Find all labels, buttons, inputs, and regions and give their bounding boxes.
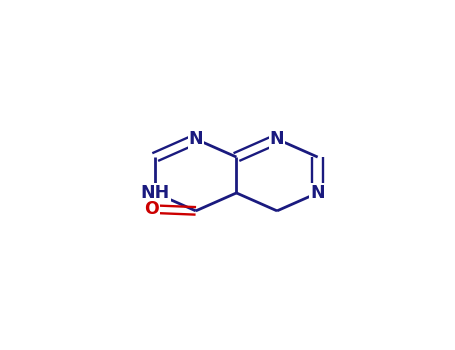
Text: NH: NH <box>141 184 170 202</box>
Text: N: N <box>310 184 325 202</box>
Text: O: O <box>144 200 159 218</box>
Text: N: N <box>270 130 284 148</box>
Text: N: N <box>188 130 203 148</box>
